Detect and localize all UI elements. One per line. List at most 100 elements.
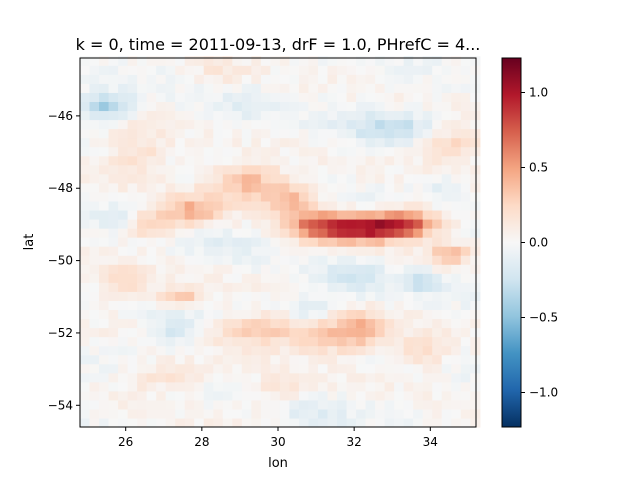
heatmap-cell — [241, 273, 252, 283]
heatmap-cell — [394, 101, 405, 112]
heatmap-cell — [356, 128, 367, 139]
heatmap-cell — [460, 282, 471, 292]
heatmap-cell — [108, 273, 119, 283]
heatmap-cell — [89, 309, 100, 320]
heatmap-cell — [279, 408, 291, 419]
heatmap-cell — [327, 128, 338, 139]
heatmap-cell — [375, 354, 386, 365]
heatmap-cell — [137, 200, 148, 211]
heatmap-cell — [203, 164, 214, 175]
heatmap-cell — [127, 209, 138, 220]
heatmap-cell — [222, 209, 233, 220]
heatmap-cell — [108, 300, 119, 311]
heatmap-cell — [156, 200, 167, 211]
heatmap-cell — [232, 92, 243, 103]
heatmap-cell — [394, 417, 405, 428]
heatmap-cell — [289, 228, 300, 238]
heatmap-cell — [80, 83, 91, 93]
heatmap-cell — [413, 119, 424, 130]
heatmap-cell — [260, 291, 271, 301]
heatmap-cell — [460, 372, 471, 383]
heatmap-cell — [99, 191, 110, 202]
heatmap-cell — [317, 246, 329, 256]
heatmap-cell — [384, 209, 395, 220]
heatmap-cell — [137, 300, 148, 311]
heatmap-cell — [241, 264, 252, 274]
heatmap-cell — [184, 228, 195, 238]
heatmap-cell — [118, 399, 129, 410]
heatmap-cell — [184, 137, 195, 148]
heatmap-cell — [175, 282, 186, 292]
heatmap-cell — [127, 363, 138, 374]
heatmap-cell — [432, 345, 443, 356]
heatmap-cell — [403, 146, 414, 157]
heatmap-cell — [375, 264, 386, 274]
heatmap-cell — [165, 218, 176, 229]
heatmap-cell — [213, 92, 224, 103]
heatmap-cell — [270, 209, 281, 220]
heatmap-cell — [89, 74, 100, 84]
heatmap-cell — [375, 408, 386, 419]
heatmap-cell — [118, 363, 129, 374]
heatmap-cell — [156, 264, 167, 274]
heatmap-cell — [232, 237, 243, 247]
heatmap-cell — [260, 300, 271, 311]
heatmap-cell — [298, 101, 310, 112]
heatmap-cell — [460, 390, 471, 401]
heatmap-cell — [156, 83, 167, 93]
heatmap-cell — [165, 237, 176, 247]
heatmap-cell — [298, 119, 310, 130]
heatmap-cell — [413, 173, 424, 184]
heatmap-cell — [89, 264, 100, 274]
heatmap-cell — [451, 336, 462, 347]
heatmap-cell — [327, 83, 338, 93]
heatmap-cell — [203, 83, 214, 93]
heatmap-cell — [127, 191, 138, 202]
heatmap-cell — [260, 155, 271, 166]
heatmap-cell — [279, 173, 291, 184]
heatmap-cell — [146, 110, 157, 121]
heatmap-cell — [232, 155, 243, 166]
heatmap-cell — [441, 309, 452, 320]
heatmap-cell — [222, 399, 233, 410]
heatmap-cell — [89, 101, 100, 112]
heatmap-cell — [222, 137, 233, 148]
heatmap-cell — [337, 128, 348, 139]
heatmap-cell — [118, 300, 129, 311]
heatmap-cell — [241, 209, 252, 220]
heatmap-cell — [260, 191, 271, 202]
heatmap-cell — [194, 390, 205, 401]
heatmap-cell — [184, 65, 195, 75]
heatmap-cell — [432, 336, 443, 347]
heatmap-cell — [460, 182, 471, 193]
heatmap-cell — [346, 74, 357, 84]
heatmap-cell — [99, 74, 110, 84]
heatmap-cell — [365, 309, 376, 320]
heatmap-cell — [146, 363, 157, 374]
heatmap-cell — [137, 318, 148, 329]
heatmap-cell — [441, 354, 452, 365]
heatmap-cell — [165, 173, 176, 184]
heatmap-cell — [356, 119, 367, 130]
heatmap-cell — [80, 291, 91, 301]
heatmap-cell — [384, 92, 395, 103]
heatmap-cell — [375, 146, 386, 157]
heatmap-cell — [175, 417, 186, 428]
heatmap-cell — [470, 408, 481, 419]
heatmap-cell — [232, 255, 243, 265]
heatmap-cell — [213, 417, 224, 428]
heatmap-cell — [260, 137, 271, 148]
heatmap-cell — [80, 381, 91, 392]
heatmap-cell — [356, 83, 367, 93]
heatmap-cell — [308, 372, 319, 383]
heatmap-cell — [241, 282, 252, 292]
heatmap-cell — [165, 381, 176, 392]
heatmap-cell — [422, 200, 433, 211]
heatmap-cell — [403, 255, 414, 265]
heatmap-cell — [470, 318, 481, 329]
heatmap-cell — [165, 309, 176, 320]
colorbar — [501, 57, 522, 428]
heatmap-cell — [317, 218, 329, 229]
heatmap-cell — [422, 173, 433, 184]
heatmap-cell — [441, 390, 452, 401]
